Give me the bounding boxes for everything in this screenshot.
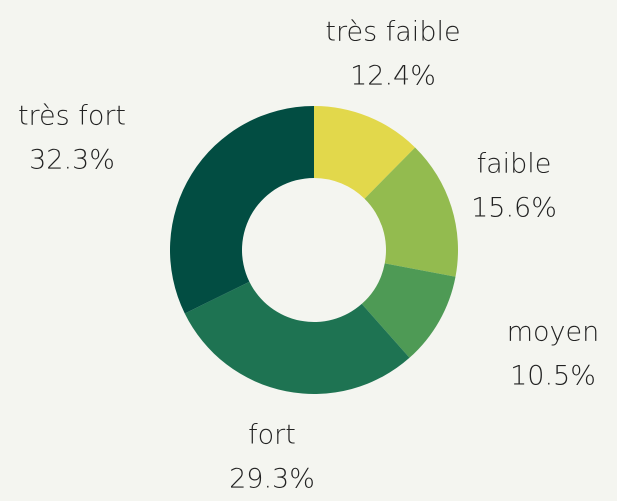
slice-label: moyen (507, 317, 600, 348)
donut-slice (170, 106, 314, 314)
slice-label: fort (248, 420, 296, 451)
slice-value: 10.5% (510, 361, 596, 392)
donut-slice (314, 106, 416, 199)
donut-slice (184, 281, 410, 394)
donut-slice (364, 147, 458, 277)
donut-slice (361, 263, 456, 358)
slice-value: 12.4% (350, 61, 436, 92)
slice-label: très faible (325, 17, 460, 48)
slice-value: 15.6% (471, 193, 557, 224)
slice-label: très fort (18, 101, 126, 132)
slice-value: 29.3% (229, 464, 315, 495)
slice-value: 32.3% (29, 145, 115, 176)
slice-label: faible (477, 149, 552, 180)
